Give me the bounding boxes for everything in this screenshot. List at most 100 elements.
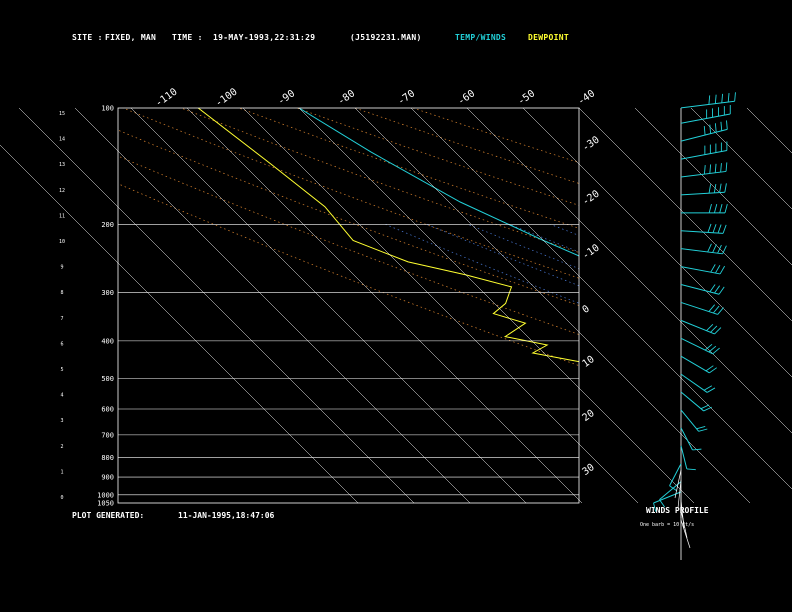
right-temp-label--20: -20	[580, 189, 601, 208]
surface-wind-barb	[680, 509, 688, 539]
wind-barb	[680, 319, 715, 335]
height-label-3: 3	[60, 418, 63, 424]
wind-barb-flag	[703, 385, 713, 391]
top-temp-label--80: -80	[336, 88, 357, 107]
height-label-2: 2	[60, 444, 63, 450]
wind-barb-flag	[727, 93, 730, 103]
top-temp-label--110: -110	[154, 87, 180, 110]
wind-barb-flag	[714, 327, 722, 335]
plot-frame	[117, 107, 580, 504]
pressure-label-400: 400	[101, 337, 114, 345]
wind-barb	[680, 113, 731, 124]
pressure-label-700: 700	[101, 431, 114, 439]
height-label-10: 10	[59, 239, 65, 245]
pressure-label-1000: 1000	[97, 491, 114, 499]
wind-barb-flag	[709, 367, 717, 374]
generated-value: 11-JAN-1995,18:47:06	[178, 511, 275, 520]
moist-adiabat	[467, 224, 579, 269]
wind-barb-flag	[692, 448, 702, 451]
wind-barb-flag	[708, 95, 711, 105]
height-label-14: 14	[59, 137, 65, 143]
wind-barb-flag	[714, 204, 718, 213]
wind-barb-flag	[714, 285, 721, 294]
pressure-label-300: 300	[101, 289, 114, 297]
site-label: SITE :	[72, 33, 103, 42]
isotherm	[0, 144, 359, 504]
dry-adiabat	[118, 155, 579, 335]
wind-barb-flag	[717, 307, 724, 315]
isotherm	[466, 107, 792, 434]
wind-barb	[669, 463, 682, 486]
height-label-12: 12	[59, 188, 65, 194]
wind-barb-flag	[709, 284, 716, 293]
dry-adiabat	[118, 183, 579, 367]
wind-barb-flag	[706, 323, 714, 331]
wind-barb	[680, 337, 713, 355]
isotherm	[578, 107, 792, 322]
height-label-7: 7	[60, 316, 63, 322]
wind-barb-flag	[696, 426, 706, 430]
site-value: FIXED, MAN	[105, 33, 157, 42]
moist-adiabat	[509, 224, 579, 253]
isotherm	[634, 107, 792, 266]
dry-adiabat	[118, 129, 579, 306]
wind-barb-flag	[706, 387, 716, 393]
wind-barb	[653, 491, 682, 504]
isotherm	[690, 107, 792, 210]
wind-barb-flag	[712, 244, 717, 253]
moist-adiabat	[592, 224, 792, 503]
time-value: 19-MAY-1993,22:31:29	[213, 33, 316, 42]
wind-barb-flag	[698, 428, 708, 432]
time-label: TIME :	[172, 33, 203, 42]
surface-wind-barb	[677, 479, 682, 509]
wind-barb	[680, 301, 718, 315]
pressure-label-800: 800	[101, 454, 114, 462]
wind-barb-flag	[721, 93, 724, 103]
wind-barb	[680, 266, 721, 275]
wind-barb-flag	[653, 502, 657, 512]
wind-barb-flag	[703, 406, 713, 412]
isotherm	[18, 107, 415, 504]
wind-barb	[680, 191, 725, 196]
wind-barb-flag	[708, 345, 717, 353]
isotherm	[746, 107, 792, 154]
surface-wind-barb	[674, 469, 682, 499]
wind-barb	[680, 128, 728, 142]
wind-barb-flag	[718, 286, 725, 295]
wind-barb-flag	[722, 224, 727, 234]
right-temp-label--30: -30	[580, 135, 601, 154]
right-temp-label-10: 10	[580, 354, 596, 370]
isotherm	[298, 107, 695, 504]
wind-barb	[680, 373, 708, 393]
height-label-8: 8	[60, 290, 63, 296]
wind-barb-flag	[722, 245, 727, 255]
right-temp-label-30: 30	[580, 462, 596, 478]
temp-legend: TEMP/WINDS	[455, 33, 507, 42]
wind-barb-flag	[712, 224, 717, 233]
wind-barb-flag	[686, 468, 696, 471]
wind-barb-flag	[713, 183, 717, 193]
winds-profile-note: One barb = 10 ft/s	[640, 522, 695, 528]
wind-barb	[680, 427, 693, 451]
pressure-label-1050: 1050	[97, 500, 114, 508]
wind-barb-flag	[700, 404, 710, 410]
wind-barb-flag	[707, 223, 712, 233]
dewpoint-legend: DEWPOINT	[528, 33, 569, 42]
wind-barb	[680, 409, 700, 432]
pressure-label-200: 200	[101, 221, 114, 229]
top-temp-label--60: -60	[456, 88, 477, 107]
wind-barb-flag	[717, 224, 722, 234]
wind-barb-flag	[709, 124, 712, 134]
wind-barb-flag	[719, 183, 722, 193]
wind-barb-flag	[719, 204, 723, 213]
wind-barb-flag	[724, 204, 728, 213]
wind-barb-flag	[707, 243, 712, 253]
isotherm	[74, 107, 471, 504]
pressure-label-600: 600	[101, 405, 114, 413]
wind-barb-flag	[712, 347, 720, 355]
wind-barb	[659, 481, 682, 500]
file-name: (J5192231.MAN)	[350, 33, 422, 42]
pressure-label-500: 500	[101, 375, 114, 383]
wind-barb-flag	[734, 92, 736, 102]
height-label-6: 6	[60, 341, 63, 347]
